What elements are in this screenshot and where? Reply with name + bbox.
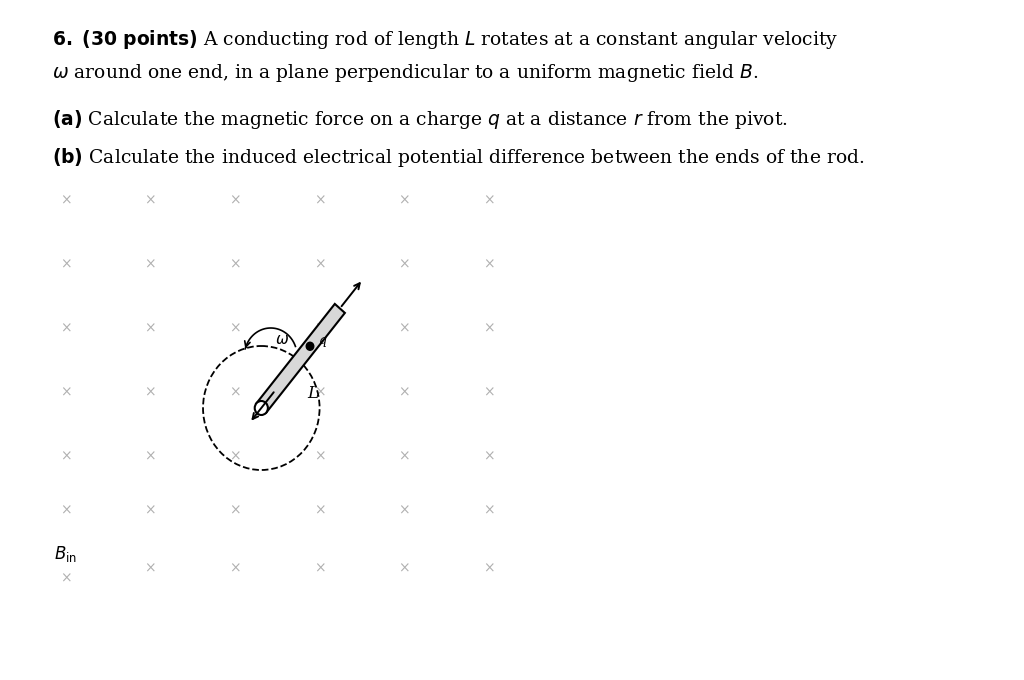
Text: ×: × (398, 193, 410, 207)
Text: ×: × (144, 385, 157, 399)
Text: ×: × (483, 385, 495, 399)
Text: $\omega$: $\omega$ (274, 333, 289, 347)
Text: q: q (319, 334, 328, 347)
Text: ×: × (60, 449, 72, 463)
Text: ×: × (313, 503, 326, 517)
Text: ×: × (398, 257, 410, 271)
Text: ×: × (313, 193, 326, 207)
Text: ×: × (229, 503, 241, 517)
Circle shape (255, 401, 268, 415)
Text: ×: × (398, 449, 410, 463)
Text: ×: × (144, 257, 157, 271)
Text: ×: × (313, 321, 326, 335)
Text: ×: × (398, 321, 410, 335)
Text: ×: × (229, 193, 241, 207)
Text: ×: × (229, 385, 241, 399)
Text: ×: × (483, 257, 495, 271)
Text: ×: × (60, 503, 72, 517)
Text: ×: × (60, 193, 72, 207)
Text: L: L (307, 385, 318, 402)
Polygon shape (256, 304, 345, 413)
Text: $\omega$ around one end, in a plane perpendicular to a uniform magnetic field $B: $\omega$ around one end, in a plane perp… (51, 62, 758, 84)
Text: ×: × (60, 571, 72, 585)
Text: ×: × (483, 561, 495, 575)
Text: ×: × (483, 503, 495, 517)
Text: ×: × (144, 193, 157, 207)
Text: ×: × (313, 385, 326, 399)
Text: ×: × (313, 449, 326, 463)
Text: ×: × (483, 193, 495, 207)
Text: ×: × (313, 561, 326, 575)
Text: ×: × (229, 561, 241, 575)
Text: ×: × (60, 385, 72, 399)
Text: ×: × (60, 321, 72, 335)
Text: ×: × (60, 257, 72, 271)
Text: ×: × (144, 449, 157, 463)
Text: $\mathbf{(b)}$ Calculate the induced electrical potential difference between the: $\mathbf{(b)}$ Calculate the induced ele… (51, 146, 864, 169)
Text: ×: × (398, 503, 410, 517)
Text: ×: × (144, 503, 157, 517)
Text: $\mathbf{(a)}$ Calculate the magnetic force on a charge $q$ at a distance $r$ fr: $\mathbf{(a)}$ Calculate the magnetic fo… (51, 108, 787, 131)
Text: ×: × (483, 321, 495, 335)
Text: ×: × (398, 561, 410, 575)
Text: ×: × (313, 257, 326, 271)
Circle shape (306, 342, 313, 350)
Text: ×: × (398, 385, 410, 399)
Text: ×: × (229, 449, 241, 463)
Text: $\mathbf{6.\ (30\ points)}$ A conducting rod of length $L$ rotates at a constant: $\mathbf{6.\ (30\ points)}$ A conducting… (51, 28, 838, 51)
Text: ×: × (483, 449, 495, 463)
Text: ×: × (229, 257, 241, 271)
Text: ×: × (144, 561, 157, 575)
Text: ×: × (229, 321, 241, 335)
Text: $B_{\mathrm{in}}$: $B_{\mathrm{in}}$ (54, 544, 77, 564)
Text: ×: × (144, 321, 157, 335)
